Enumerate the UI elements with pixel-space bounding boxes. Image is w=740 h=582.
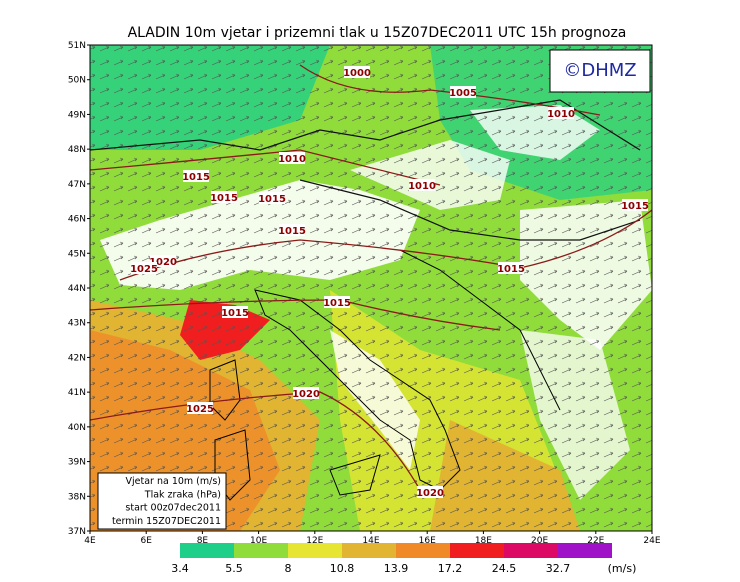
isobar-label: 1015 xyxy=(323,298,351,309)
isobar-label: 1020 xyxy=(292,389,320,400)
isobar-label: 1015 xyxy=(221,308,249,319)
isobar-label: 1015 xyxy=(278,226,306,237)
isobar-label-bg xyxy=(183,170,209,182)
isobar-label-bg xyxy=(498,262,524,274)
isobar-label: 1015 xyxy=(621,201,649,212)
lat-label: 51N xyxy=(68,41,86,51)
info-line: termin 15Z07DEC2011 xyxy=(112,516,221,527)
lon-label: 16E xyxy=(419,536,436,546)
lat-label: 44N xyxy=(68,284,86,294)
colorbar-segment xyxy=(234,543,288,558)
isobar-label: 1020 xyxy=(149,257,177,268)
isobar-label-bg xyxy=(409,179,435,191)
colorbar-label: 24.5 xyxy=(492,562,517,575)
logo-box xyxy=(549,49,651,93)
lon-label: 6E xyxy=(140,536,152,546)
lon-label: 24E xyxy=(643,536,660,546)
lat-label: 39N xyxy=(68,458,86,468)
lon-label: 4E xyxy=(84,536,96,546)
colorbar-segment xyxy=(180,543,234,558)
colorbar-label: 5.5 xyxy=(225,562,243,575)
isobar-label: 1010 xyxy=(408,181,436,192)
colorbar-label: 17.2 xyxy=(438,562,463,575)
colorbar-segment xyxy=(450,543,504,558)
isobar-label: 1010 xyxy=(278,154,306,165)
isobar-label-bg xyxy=(324,296,350,308)
isobar-label: 1015 xyxy=(497,264,525,275)
colorbar-segment xyxy=(558,543,612,558)
isobar-label: 1025 xyxy=(186,404,214,415)
isobar-label-bg xyxy=(131,262,157,274)
isobar-label: 1025 xyxy=(130,264,158,275)
lat-label: 43N xyxy=(68,319,86,329)
isobar-label-bg xyxy=(222,306,248,318)
lon-label: 22E xyxy=(587,536,604,546)
lat-label: 49N xyxy=(68,110,86,120)
isobar-label-bg xyxy=(211,191,237,203)
lat-label: 41N xyxy=(68,388,86,398)
isobar-label-bg xyxy=(622,199,648,211)
isobar-label-bg xyxy=(279,224,305,236)
info-line: Tlak zraka (hPa) xyxy=(144,489,221,500)
lat-label: 47N xyxy=(68,180,86,190)
colorbar-unit: (m/s) xyxy=(608,562,637,575)
isobar-label: 1015 xyxy=(182,172,210,183)
lon-label: 20E xyxy=(531,536,548,546)
colorbar-segment xyxy=(342,543,396,558)
lon-label: 18E xyxy=(475,536,492,546)
colorbar-segment xyxy=(504,543,558,558)
lat-label: 40N xyxy=(68,423,86,433)
map-title: ALADIN 10m vjetar i prizemni tlak u 15Z0… xyxy=(128,25,627,41)
colorbar-label: 13.9 xyxy=(384,562,409,575)
isobar-label: 1020 xyxy=(416,488,444,499)
lon-label: 14E xyxy=(362,536,379,546)
lat-label: 46N xyxy=(68,215,86,225)
lat-label: 45N xyxy=(68,249,86,259)
isobar-label: 1015 xyxy=(258,194,286,205)
lat-label: 37N xyxy=(68,527,86,537)
lon-label: 12E xyxy=(306,536,323,546)
isobar-label: 1010 xyxy=(547,109,575,120)
logo: ©DHMZ xyxy=(563,60,636,81)
isobar-label-bg xyxy=(187,402,213,414)
colorbar-label: 32.7 xyxy=(546,562,571,575)
info-line: start 00z07dec2011 xyxy=(125,503,221,514)
colorbar-label: 10.8 xyxy=(330,562,355,575)
lat-label: 50N xyxy=(68,76,86,86)
lat-label: 42N xyxy=(68,353,86,363)
isobar-label-bg xyxy=(344,66,370,78)
colorbar-segment xyxy=(396,543,450,558)
isobar-label-bg xyxy=(279,152,305,164)
isobar-label-bg xyxy=(450,86,476,98)
lat-label: 48N xyxy=(68,145,86,155)
isobar-label-bg xyxy=(293,387,319,399)
isobar-label-bg xyxy=(259,192,285,204)
lat-label: 38N xyxy=(68,492,86,502)
isobar-label: 1015 xyxy=(210,193,238,204)
isobar-label-bg xyxy=(548,107,574,119)
info-box xyxy=(97,472,227,530)
lon-label: 10E xyxy=(250,536,267,546)
lon-label: 8E xyxy=(197,536,209,546)
colorbar-segment xyxy=(288,543,342,558)
isobar-label: 1000 xyxy=(343,68,371,79)
colorbar-label: 3.4 xyxy=(171,562,189,575)
colorbar-label: 8 xyxy=(285,562,292,575)
isobar-label: 1005 xyxy=(449,88,477,99)
isobar-label-bg xyxy=(417,486,443,498)
info-line: Vjetar na 10m (m/s) xyxy=(126,476,222,487)
